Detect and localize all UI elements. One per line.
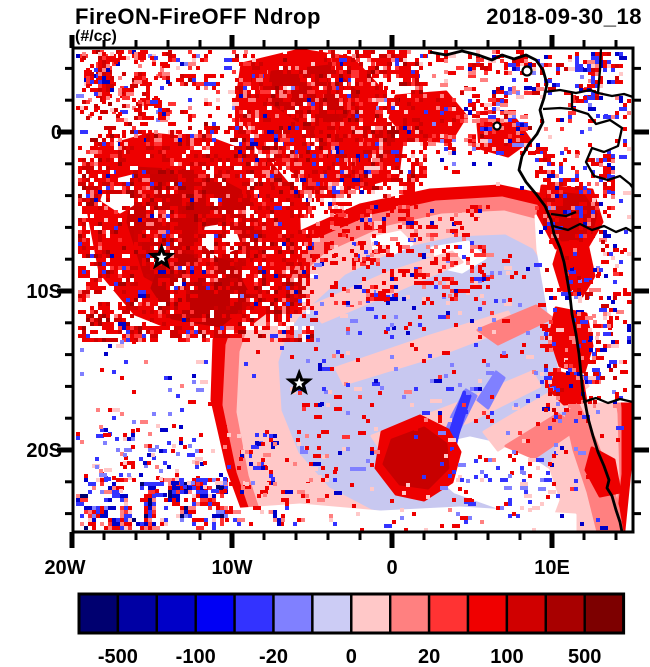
colorbar-swatch: [311, 592, 353, 635]
speckle-field: [76, 50, 633, 532]
map-field: [73, 48, 633, 532]
colorbar-tick-label: 20: [418, 646, 440, 667]
colorbar-swatch: [544, 592, 586, 635]
colorbar-swatch: [155, 592, 197, 635]
coastline-africa: [429, 49, 624, 532]
border-eq-guinea: [542, 93, 574, 111]
colorbar-swatch: [116, 592, 159, 635]
colorbar: -500 -100 -20 0 20 100 500: [77, 592, 626, 667]
border-cabinda: [550, 210, 577, 218]
y-tick-label: 10S: [26, 281, 62, 303]
colorbar-tick-label: -100: [176, 646, 216, 667]
field-region: [476, 304, 554, 346]
colorbar-swatch: [427, 592, 470, 635]
colorbar-tick-label: -500: [98, 646, 138, 667]
y-tick-label: 0: [51, 122, 62, 144]
colorbar-tick-label: 100: [490, 646, 523, 667]
x-tick-label: 10W: [211, 557, 252, 579]
x-tick-label: 20W: [44, 557, 85, 579]
colorbar-swatch: [77, 592, 120, 635]
field-region: [476, 370, 506, 410]
colorbar-swatch: [389, 592, 431, 635]
colorbar-swatch: [233, 592, 275, 635]
timestamp-label: 2018-09-30_18: [486, 4, 642, 29]
star-marker-2: [285, 368, 314, 395]
colorbar-tick-label: 0: [346, 646, 357, 667]
x-tick-label: 0: [386, 557, 397, 579]
island-sao-tome: [492, 121, 502, 131]
axis-labels: 20W 10W 0 10E 0 10S 20S: [26, 122, 569, 579]
colorbar-swatch: [505, 592, 547, 635]
colorbar-swatch: [194, 592, 236, 635]
island-bioko: [521, 65, 533, 77]
border-east-1: [597, 91, 633, 99]
x-tick-label: 10E: [534, 557, 570, 579]
colorbar-outline: [77, 592, 626, 635]
colorbar-tick-label: 500: [568, 646, 601, 667]
axis-ticks: [57, 35, 649, 548]
colorbar-tick-label: -20: [259, 646, 288, 667]
border-angola-namibia: [582, 396, 633, 405]
units-label: (#/cc): [75, 28, 117, 45]
colorbar-swatch: [466, 592, 509, 635]
colorbar-swatch: [272, 592, 314, 635]
colorbar-swatch: [350, 592, 392, 635]
star-marker-1: [147, 243, 176, 270]
y-tick-label: 20S: [26, 440, 62, 462]
border-gabon-congo: [571, 107, 633, 189]
border-congo-angola: [552, 222, 633, 234]
border-nigeria-cameroon: [543, 48, 603, 95]
colorbar-swatch: [583, 592, 625, 635]
field-region: [382, 426, 450, 490]
plot-title: FireON-FireOFF Ndrop: [75, 4, 321, 29]
